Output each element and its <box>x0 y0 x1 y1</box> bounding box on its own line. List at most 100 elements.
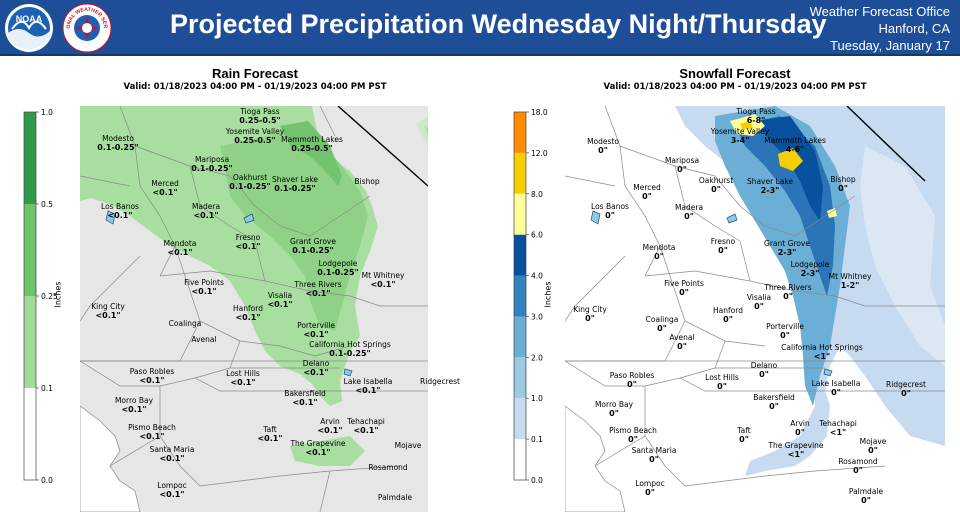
county-lines <box>80 106 428 512</box>
rain-panel-title: Rain Forecast <box>212 66 298 81</box>
rain-city-name-lost-hills: Lost Hills <box>226 369 260 378</box>
rain-city-name-los-banos: Los Banos <box>101 202 139 211</box>
noaa-logo: NOAA <box>5 4 53 52</box>
snow-city-value-lake-isabella: 0" <box>831 388 841 397</box>
rain-city-name-lompoc: Lompoc <box>157 481 187 490</box>
snow-city-value-hanford: 0" <box>723 315 733 324</box>
snow-city-value-oakhurst: 0" <box>711 185 721 194</box>
snow-city-value-five-points: 0" <box>679 288 689 297</box>
rain-city-value-santa-maria: <0.1" <box>159 454 185 463</box>
snow-city-value-tioga-pass: 6-8" <box>746 116 766 125</box>
snow-colorbar-axis-label: Inches <box>543 281 553 308</box>
snow-city-value-bishop: 0" <box>838 184 848 193</box>
snow-city-name-yosemite-valley: Yosemite Valley <box>710 127 770 136</box>
rain-city-name-california-hot-springs: California Hot Springs <box>309 340 391 349</box>
colorbar-bin-3.0-4.0 <box>514 275 526 317</box>
snow-city-value-madera: 0" <box>684 212 694 221</box>
county-lines <box>565 106 945 487</box>
snow-city-value-mendota: 0" <box>654 252 664 261</box>
snow-area-white-mtn <box>860 146 945 366</box>
snow-city-name-taft: Taft <box>737 426 751 435</box>
rain-area-ne <box>416 116 428 146</box>
snow-city-name-ridgecrest: Ridgecrest <box>886 380 926 389</box>
rain-city-value-taft: <0.1" <box>257 434 283 443</box>
rain-city-value-los-banos: <0.1" <box>107 211 133 220</box>
snow-valid-time: Valid: 01/18/2023 04:00 PM - 01/19/2023 … <box>603 82 867 92</box>
rain-city-name-visalia: Visalia <box>267 291 293 300</box>
snow-city-value-yosemite-valley: 3-4" <box>730 136 750 145</box>
snow-city-value-porterville: 0" <box>780 331 790 340</box>
rain-city-name-merced: Merced <box>151 179 179 188</box>
snow-city-name-five-points: Five Points <box>664 279 704 288</box>
snow-city-name-delano: Delano <box>750 361 778 370</box>
rain-city-value-mendota: <0.1" <box>167 248 193 257</box>
rain-city-name-pismo-beach: Pismo Beach <box>128 423 176 432</box>
rain-city-name-delano: Delano <box>302 359 330 368</box>
snow-city-value-avenal: 0" <box>677 342 687 351</box>
colorbar-tick-label: 3.0 <box>531 312 543 321</box>
lake-millerton <box>243 213 255 224</box>
rain-city-value-fresno: <0.1" <box>235 242 261 251</box>
rain-city-name-avenal: Avenal <box>191 335 217 344</box>
rain-city-name-lake-isabella: Lake Isabella <box>343 377 393 386</box>
colorbar-bin-12.0-18.0 <box>514 112 526 153</box>
rain-city-name-santa-maria: Santa Maria <box>149 445 195 454</box>
snow-city-value-coalinga: 0" <box>657 324 667 333</box>
snow-city-name-modesto: Modesto <box>587 137 619 146</box>
rain-city-name-rosamond: Rosamond <box>368 463 408 472</box>
rain-city-value-tioga-pass: 0.25-0.5" <box>239 116 281 125</box>
snow-city-value-santa-maria: 0" <box>649 455 659 464</box>
rain-city-name-three-rivers: Three Rivers <box>294 280 342 289</box>
rain-city-name-bishop: Bishop <box>354 177 380 186</box>
snow-city-name-paso-robles: Paso Robles <box>609 371 655 380</box>
rain-city-name-ridgecrest: Ridgecrest <box>420 377 460 386</box>
rain-city-name-taft: Taft <box>263 425 277 434</box>
snow-colorbar: 0.0 0.1 1.0 2.0 3.0 4.0 6.0 8.0 12.0 18.0 <box>513 108 548 485</box>
snow-city-value-los-banos: 0" <box>605 211 615 220</box>
rain-city-name-fresno: Fresno <box>235 233 261 242</box>
rain-city-name-modesto: Modesto <box>102 134 134 143</box>
rain-colorbar-axis-label: Inches <box>53 281 63 308</box>
lake-los-banos <box>590 210 601 225</box>
office-location: Hanford, CA <box>878 21 950 36</box>
snow-city-name-avenal: Avenal <box>669 333 695 342</box>
snow-city-value-fresno: 0" <box>718 246 728 255</box>
rain-city-value-lost-hills: <0.1" <box>230 378 256 387</box>
rain-city-name-porterville: Porterville <box>297 321 335 330</box>
rain-city-name-shaver-lake: Shaver Lake <box>271 175 319 184</box>
snow-city-name-mojave: Mojave <box>859 437 887 446</box>
colorbar-bin-0.1-0.25 <box>24 296 36 388</box>
snow-city-value-lost-hills: 0" <box>717 382 727 391</box>
snow-city-name-hanford: Hanford <box>713 306 743 315</box>
lake-millerton <box>726 213 738 224</box>
snow-area-6-8-b <box>827 208 837 218</box>
snow-city-name-visalia: Visalia <box>746 293 772 302</box>
colorbar-tick-label: 0.1 <box>531 435 543 444</box>
snow-city-value-paso-robles: 0" <box>627 380 637 389</box>
pacific-ocean <box>565 405 626 512</box>
rain-city-name-yosemite-valley: Yosemite Valley <box>225 127 285 136</box>
colorbar-tick-label: 1.0 <box>41 108 53 117</box>
snow-area-4-6 <box>755 116 823 221</box>
office-name: Weather Forecast Office <box>809 4 950 19</box>
colorbar-frame <box>513 111 527 481</box>
rain-city-value-mammoth-lakes: 0.25-0.5" <box>291 144 333 153</box>
lake-isabella <box>823 368 833 377</box>
rain-valid-time: Valid: 01/18/2023 04:00 PM - 01/19/2023 … <box>123 82 387 92</box>
colorbar-tick-label: 0.5 <box>41 200 53 209</box>
rain-city-value-merced: <0.1" <box>152 188 178 197</box>
colorbar-tick-label: 6.0 <box>531 231 543 240</box>
snow-city-name-mt-whitney: Mt Whitney <box>828 272 872 281</box>
snow-city-value-tehachapi: <1" <box>829 428 847 437</box>
office-info: Weather Forecast Office Hanford, CA Tues… <box>760 3 950 54</box>
snow-city-value-pismo-beach: 0" <box>628 435 638 444</box>
rain-city-name-madera: Madera <box>191 202 221 211</box>
header-banner: NOAA NATIONAL WEATHER SERVICE Projected … <box>0 0 960 56</box>
snow-city-value-ridgecrest: 0" <box>901 389 911 398</box>
rain-city-name-mendota: Mendota <box>163 239 197 248</box>
rain-city-name-mariposa: Mariposa <box>194 155 230 164</box>
snow-city-value-grant-grove: 2-3" <box>777 248 797 257</box>
rain-city-name-king-city: King City <box>91 302 125 311</box>
rain-city-name-paso-robles: Paso Robles <box>129 367 175 376</box>
rain-colorbar: 0.0 0.1 0.25 0.5 1.0 <box>23 108 58 485</box>
